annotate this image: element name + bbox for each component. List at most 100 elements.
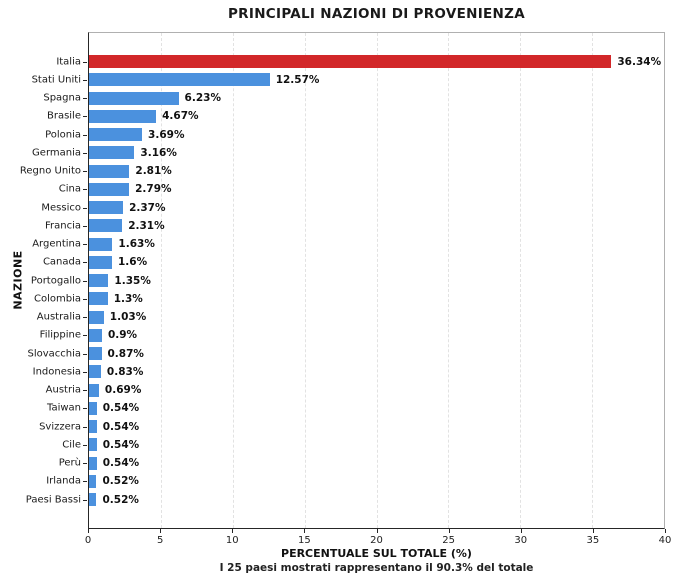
x-tick-label: 15 xyxy=(298,535,311,546)
bar-row: Slovacchia 0.87% xyxy=(27,347,664,360)
y-tick xyxy=(83,98,87,99)
gridline xyxy=(304,33,306,528)
y-tick xyxy=(83,171,87,172)
y-tick xyxy=(83,225,87,227)
bar xyxy=(89,219,123,233)
bar xyxy=(89,383,99,397)
bar-row: Australia 1.03% xyxy=(37,310,664,324)
value-label: 1.63% xyxy=(118,238,155,250)
category-label: Francia xyxy=(44,220,81,232)
bar xyxy=(89,182,130,196)
y-tick xyxy=(83,408,87,410)
bar xyxy=(89,365,101,379)
bar-row: Italia 36.34% xyxy=(56,55,664,68)
x-tick xyxy=(88,529,89,533)
bar xyxy=(89,420,97,433)
bar-row: Canada 1.6% xyxy=(43,255,664,269)
y-tick xyxy=(83,298,87,300)
category-label: Svizzera xyxy=(39,421,81,432)
bar xyxy=(89,474,97,488)
value-label: 2.31% xyxy=(128,219,165,232)
bar-row: Perù 0.54% xyxy=(59,456,664,470)
value-label: 6.23% xyxy=(184,92,221,104)
bar xyxy=(89,201,124,214)
x-tick-label: 10 xyxy=(225,535,239,546)
bar xyxy=(89,255,112,269)
category-label: Paesi Bassi xyxy=(25,494,81,505)
y-tick xyxy=(83,444,87,446)
x-tick xyxy=(160,529,162,533)
value-label: 0.54% xyxy=(102,438,140,451)
value-label: 1.3% xyxy=(113,292,143,305)
x-tick xyxy=(448,529,450,533)
y-tick xyxy=(83,463,87,464)
y-tick xyxy=(83,335,87,337)
bar xyxy=(89,347,102,360)
bar-row: Colombia 1.3% xyxy=(34,292,664,306)
y-tick xyxy=(83,371,87,373)
bar xyxy=(89,164,130,178)
x-tick-label: 5 xyxy=(156,535,164,546)
value-label: 0.69% xyxy=(104,384,142,396)
y-axis-label: NAZIONE xyxy=(11,250,25,310)
value-label: 12.57% xyxy=(275,73,320,86)
gridline xyxy=(448,33,450,528)
bar xyxy=(89,73,270,87)
value-label: 3.69% xyxy=(148,128,185,141)
category-label: Brasile xyxy=(46,110,81,122)
category-label: Argentina xyxy=(32,238,81,250)
y-tick xyxy=(83,280,87,282)
x-axis-ticks: 0 5 10 15 20 25 30 35 40 xyxy=(84,529,671,549)
category-label: Spagna xyxy=(43,92,81,104)
bar-row: Taiwan 0.54% xyxy=(47,401,664,415)
bar xyxy=(89,292,108,306)
value-label: 0.87% xyxy=(107,347,144,360)
y-tick xyxy=(83,61,87,63)
x-tick-label: 30 xyxy=(514,535,528,546)
value-label: 3.16% xyxy=(140,146,177,159)
value-label: 2.79% xyxy=(135,183,172,196)
bar xyxy=(89,401,97,415)
category-label: Perù xyxy=(58,457,81,469)
category-label: Canada xyxy=(42,256,81,268)
category-label: Cile xyxy=(62,439,81,451)
x-tick-label: 25 xyxy=(442,535,455,546)
bar-rows-container: Italia 36.34% Stati Uniti 12.57% Spagna 6.23%… xyxy=(20,55,664,506)
bar-row: Polonia 3.69% xyxy=(45,128,664,141)
bar-row: Indonesia 0.83% xyxy=(33,365,664,379)
x-tick-label: 40 xyxy=(658,535,672,546)
category-label: Austria xyxy=(45,384,81,396)
gridline xyxy=(232,33,234,528)
y-tick xyxy=(83,426,87,428)
y-tick xyxy=(83,244,87,245)
bar-row: Messico 2.37% xyxy=(41,201,664,214)
category-label: Italia xyxy=(56,56,81,67)
x-tick-label: 0 xyxy=(84,535,92,546)
y-tick xyxy=(83,116,87,118)
bar-row: Francia 2.31% xyxy=(45,219,664,233)
x-axis-subtitle: I 25 paesi mostrati rappresentano il 90.… xyxy=(219,562,534,574)
value-label: 2.37% xyxy=(129,201,166,214)
bar-row: Svizzera 0.54% xyxy=(39,420,664,433)
y-tick xyxy=(83,189,87,191)
value-label: 1.35% xyxy=(114,274,151,287)
bar xyxy=(89,438,97,452)
x-tick xyxy=(592,529,594,533)
value-label: 4.67% xyxy=(162,110,199,123)
y-tick xyxy=(83,262,87,264)
category-label: Germania xyxy=(32,147,81,159)
value-label: 0.52% xyxy=(102,493,139,506)
y-tick xyxy=(83,152,87,154)
y-tick xyxy=(83,481,87,483)
y-tick xyxy=(83,353,87,355)
gridline xyxy=(376,33,378,528)
bar-row: Portogallo 1.35% xyxy=(31,274,664,287)
category-label: Cina xyxy=(58,183,81,195)
value-label: 0.54% xyxy=(102,402,140,415)
x-tick-label: 20 xyxy=(370,535,383,546)
category-label: Taiwan xyxy=(46,402,81,414)
bar xyxy=(89,55,612,68)
bar-row: Cina 2.79% xyxy=(59,182,664,196)
bar xyxy=(89,109,157,123)
